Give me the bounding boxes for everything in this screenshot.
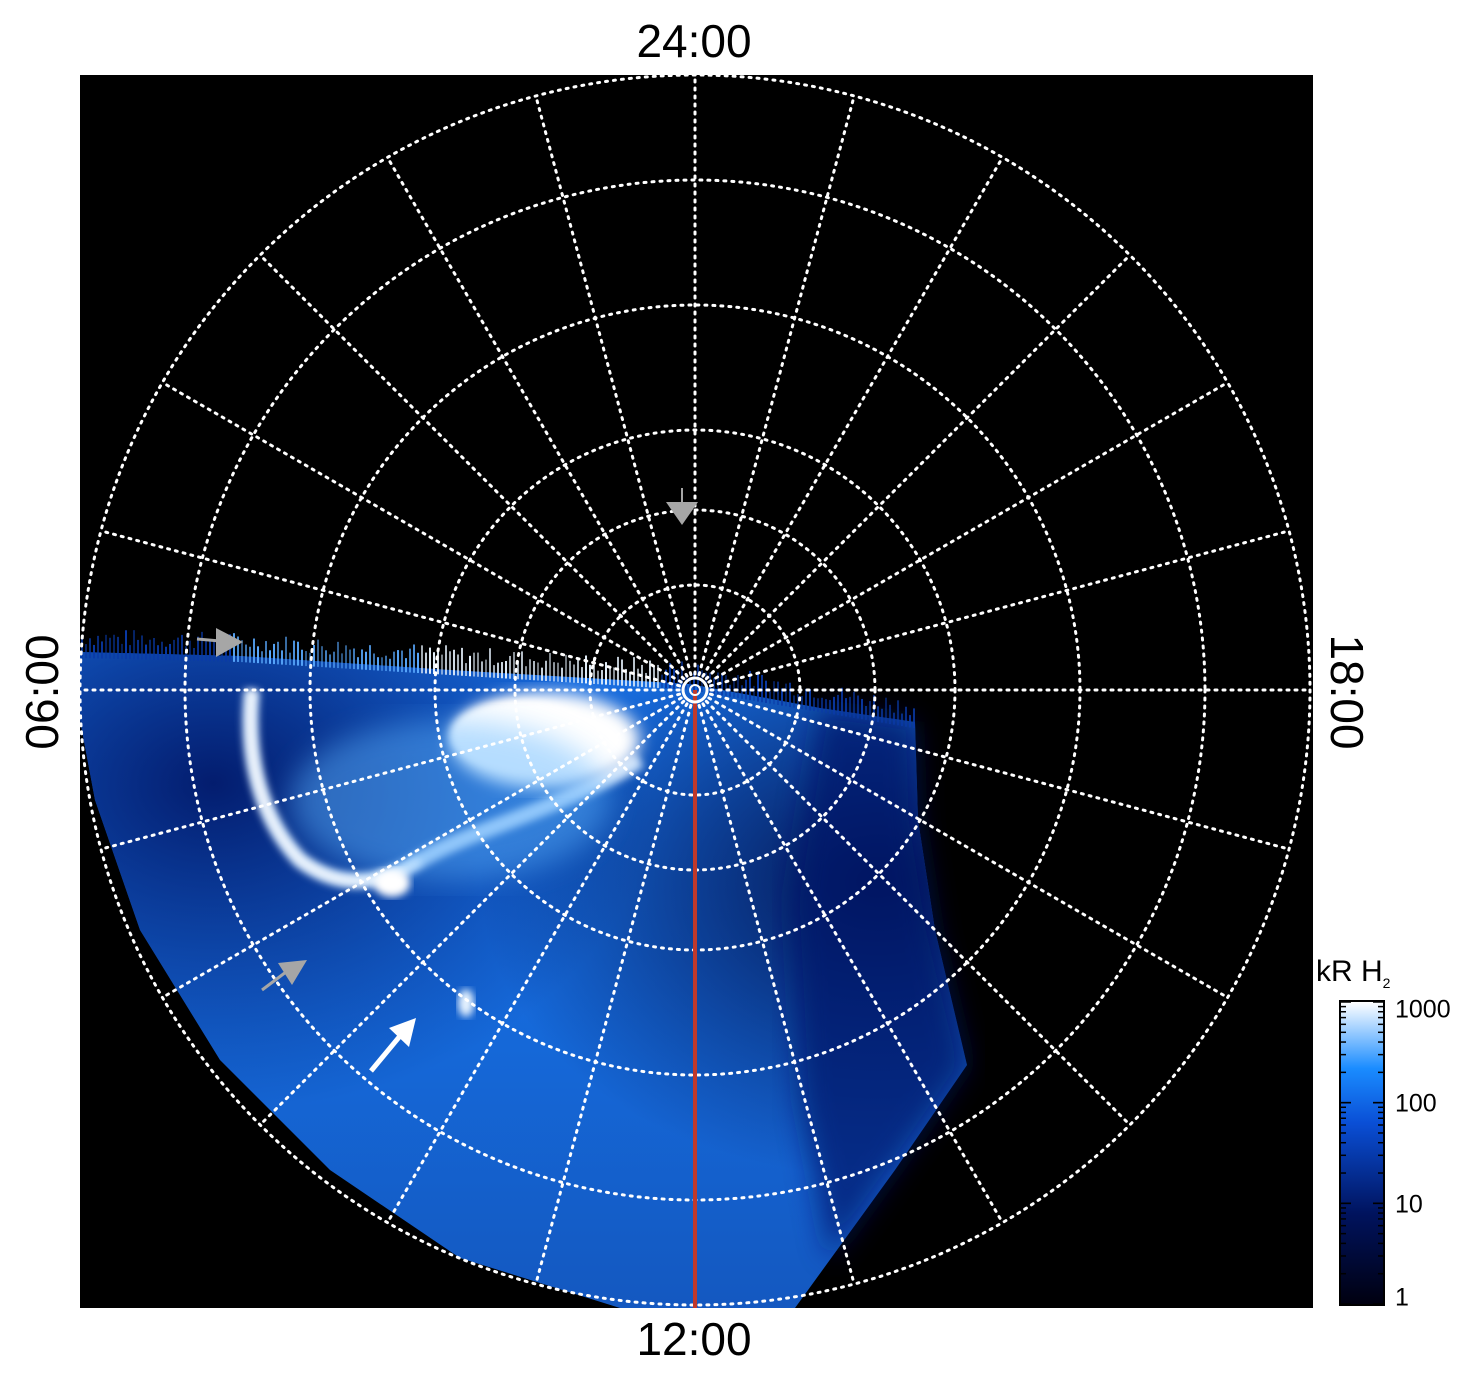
grid-spoke [701,155,1004,678]
colorbar-tick-1: 1 [1395,1283,1409,1312]
local-time-label-left: 06:00 [16,634,68,750]
local-time-label-right: 18:00 [1321,634,1373,750]
grid-spoke [708,692,1291,851]
grid-spoke [386,155,689,678]
colorbar-tick-100: 100 [1395,1089,1437,1118]
bright-spot-1 [374,869,410,897]
colorbar-tick-10: 10 [1395,1190,1423,1219]
colorbar [1339,1000,1385,1306]
grid-spoke [697,703,856,1286]
grid-spoke [99,692,682,851]
grid-spoke [697,94,856,677]
arrow-gray-left [196,628,243,657]
grid-spoke [708,529,1291,688]
pole-marker [681,676,709,704]
arrow-white-lower [369,1018,416,1073]
local-time-label-bottom: 12:00 [636,1313,752,1365]
grid-spoke [701,702,1004,1225]
local-time-label-top: 24:00 [636,15,752,67]
grid-spoke [534,94,693,677]
grid-spoke [99,529,682,688]
grid-spoke [707,696,1230,999]
grid-spoke [160,381,683,684]
colorbar-title: kR H2 [1316,955,1391,991]
grid-spoke [386,702,689,1225]
grid-spoke [258,699,686,1127]
colorbar-tick-1000: 1000 [1395,995,1451,1024]
grid-spoke [258,253,686,681]
grid-spoke [707,381,1230,684]
grid-spoke [534,703,693,1286]
arrow-gray-top [666,488,698,525]
arrow-gray-lower [261,960,307,992]
grid-spoke [160,696,683,999]
grid-spoke [704,253,1132,681]
grid-spoke [704,699,1132,1127]
grid-circle [80,75,1312,1307]
